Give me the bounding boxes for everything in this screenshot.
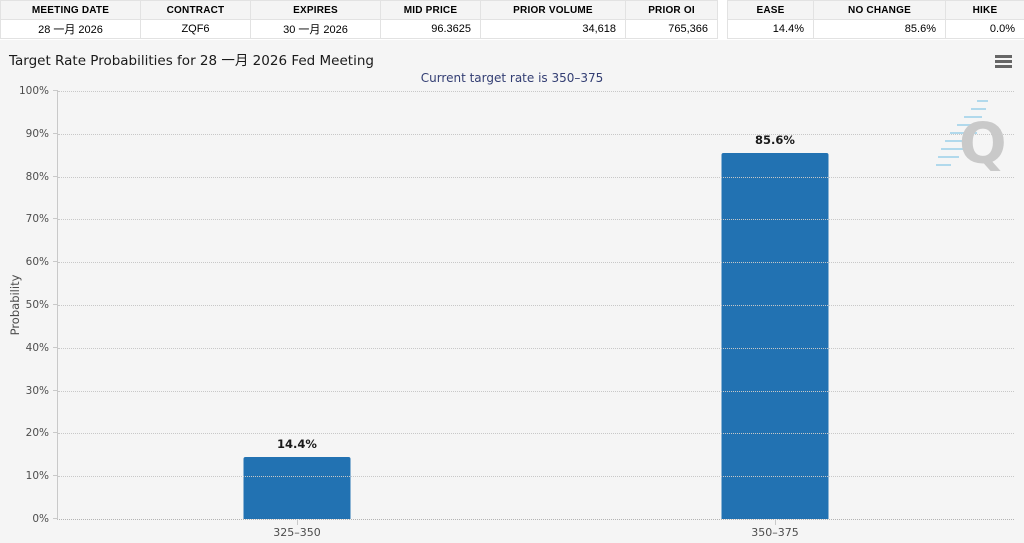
bar-category-325-350: 14.4% 325–350: [58, 91, 536, 539]
x-axis-label: 325–350: [273, 526, 321, 539]
y-axis-tick-label: 10%: [25, 470, 49, 483]
ease-header: EASE: [727, 0, 814, 20]
x-axis-tick: [775, 519, 776, 525]
chart-context-menu-button[interactable]: [991, 51, 1015, 71]
y-axis-tick-label: 50%: [25, 299, 49, 311]
watermark-q-icon: Q: [959, 112, 1007, 175]
x-axis-label: 350–375: [751, 526, 799, 539]
hamburger-icon: [994, 54, 1012, 58]
prior-volume-value: 34,618: [480, 19, 626, 39]
contract-header: CONTRACT: [140, 0, 251, 20]
y-axis-tick-label: 80%: [25, 170, 49, 183]
mid-price-header: MID PRICE: [380, 0, 481, 20]
y-axis-tick-label: 30%: [25, 384, 49, 397]
chart-title: Target Rate Probabilities for 28 一月 2026…: [9, 53, 374, 69]
y-axis-title: Probability: [8, 274, 22, 336]
probability-summary-table: EASE NO CHANGE HIKE 14.4% 85.6% 0.0%: [727, 0, 1024, 39]
probability-bar[interactable]: [243, 457, 351, 519]
contract-table-value-row: 28 一月 2026 ZQF6 30 一月 2026 96.3625 34,61…: [0, 19, 718, 39]
expires-header: EXPIRES: [250, 0, 381, 20]
probability-chart: Target Rate Probabilities for 28 一月 2026…: [0, 40, 1024, 543]
x-axis-tick: [297, 519, 298, 525]
meeting-date-header: MEETING DATE: [0, 0, 141, 20]
y-axis-tick-label: 90%: [25, 127, 49, 140]
top-tables: MEETING DATE CONTRACT EXPIRES MID PRICE …: [0, 0, 1024, 39]
y-axis-tick-label: 60%: [25, 256, 49, 269]
bar-value-label: 14.4%: [277, 437, 317, 452]
mid-price-value: 96.3625: [380, 19, 481, 39]
quikstrike-watermark: Q: [936, 100, 1007, 175]
ease-value: 14.4%: [727, 19, 814, 39]
meeting-date-value: 28 一月 2026: [0, 19, 141, 39]
bar-category-350-375: 85.6% 350–375: [536, 91, 1014, 539]
prior-oi-value: 765,366: [625, 19, 718, 39]
plot-area: 14.4% 325–350 85.6% 350–375 Q 0%: [19, 85, 1014, 539]
hike-header: HIKE: [945, 0, 1024, 20]
prior-oi-header: PRIOR OI: [625, 0, 718, 20]
y-axis-tick-label: 70%: [25, 213, 49, 226]
chart-subtitle: Current target rate is 350–375: [420, 71, 604, 85]
probability-bar[interactable]: [721, 152, 829, 519]
summary-table-header-row: EASE NO CHANGE HIKE: [727, 0, 1024, 20]
no-change-value: 85.6%: [813, 19, 946, 39]
y-axis-tick-label: 0%: [32, 513, 49, 525]
watermark-stripes-icon: [936, 100, 988, 166]
prior-volume-header: PRIOR VOLUME: [480, 0, 626, 20]
expires-value: 30 一月 2026: [250, 19, 381, 39]
summary-table-value-row: 14.4% 85.6% 0.0%: [727, 19, 1024, 39]
contract-table: MEETING DATE CONTRACT EXPIRES MID PRICE …: [0, 0, 718, 39]
bar-value-label: 85.6%: [755, 132, 795, 147]
y-axis-tick-label: 40%: [25, 341, 49, 354]
y-axis-tick-label: 20%: [25, 427, 49, 440]
contract-value: ZQF6: [140, 19, 251, 39]
hike-value: 0.0%: [945, 19, 1024, 39]
no-change-header: NO CHANGE: [813, 0, 946, 20]
y-axis-tick-label: 100%: [18, 85, 49, 97]
contract-table-header-row: MEETING DATE CONTRACT EXPIRES MID PRICE …: [0, 0, 718, 20]
